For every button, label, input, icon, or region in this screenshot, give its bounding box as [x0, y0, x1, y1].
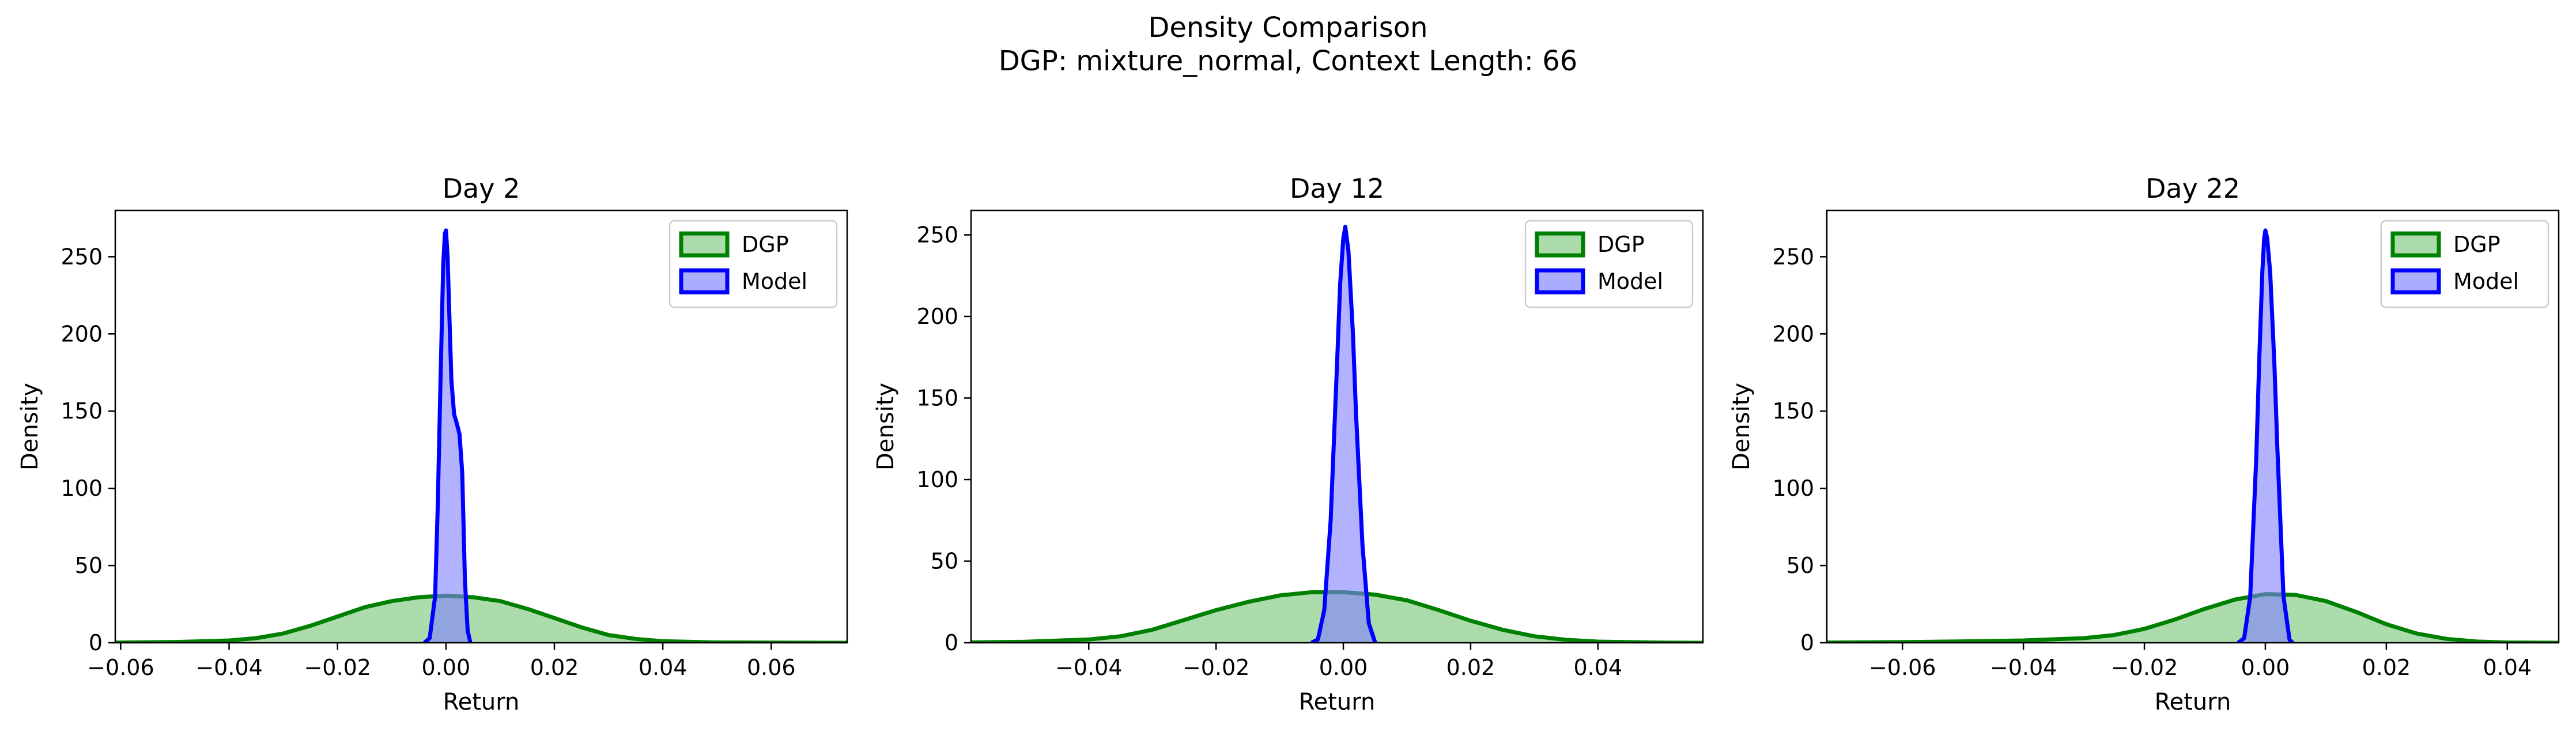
- legend: DGP Model: [668, 220, 838, 308]
- y-tick-label: 250: [916, 222, 958, 247]
- legend: DGP Model: [1524, 220, 1694, 308]
- y-tick-label: 250: [1772, 244, 1814, 269]
- series-model-line: [2237, 228, 2294, 643]
- y-tick-label: 100: [61, 476, 103, 501]
- plot-area: [1827, 228, 2559, 643]
- y-axis-label: Density: [1728, 383, 1755, 470]
- x-tick-label: 0.06: [747, 655, 796, 680]
- legend-swatch-model: [1535, 268, 1585, 295]
- series-model-line: [422, 228, 473, 643]
- x-tick-label: 0.04: [2483, 655, 2532, 680]
- y-tick-label: 0: [89, 630, 103, 655]
- figure-title-line2: DGP: mixture_normal, Context Length: 66: [999, 45, 1578, 77]
- y-tick-label: 50: [1786, 553, 1814, 578]
- series-model-fill: [2238, 230, 2293, 643]
- y-tick-label: 200: [61, 321, 103, 346]
- x-tick-label: −0.02: [2111, 655, 2178, 680]
- subplot-1: −0.06 −0.04 −0.02 0.00 0.02 0.04 0.06 0 50 100 150…: [17, 173, 848, 715]
- y-tick-label: 150: [916, 385, 958, 410]
- subplot-title: Day 22: [2146, 173, 2240, 204]
- x-tick-label: 0.04: [1573, 655, 1622, 680]
- x-axis-label: Return: [443, 689, 520, 715]
- legend-swatch-model: [2390, 268, 2441, 295]
- legend-swatch-dgp: [2390, 231, 2441, 258]
- legend-swatch-dgp: [1535, 231, 1585, 258]
- x-tick-label: 0.04: [639, 655, 688, 680]
- y-tick-label: 0: [945, 630, 958, 655]
- x-tick-label: −0.04: [1990, 655, 2057, 680]
- subplot-2: −0.04 −0.02 0.00 0.02 0.04 0 50 100 150 200 250 Day…: [872, 173, 1704, 715]
- x-tick-label: −0.04: [1055, 655, 1122, 680]
- series-dgp-fill: [1827, 594, 2559, 643]
- y-tick-label: 150: [61, 398, 103, 424]
- plot-area: [115, 228, 847, 643]
- legend-label-model: Model: [1597, 269, 1663, 294]
- series-model-fill: [424, 230, 471, 643]
- x-tick-label: −0.02: [304, 655, 371, 680]
- figure-title-line1: Density Comparison: [1148, 12, 1427, 44]
- y-tick-label: 50: [75, 553, 103, 578]
- x-tick-label: 0.00: [422, 655, 471, 680]
- legend-label-dgp: DGP: [742, 232, 789, 257]
- subplot-title: Day 2: [443, 173, 520, 204]
- y-tick-label: 100: [1772, 476, 1814, 501]
- axes-frame: [114, 209, 848, 644]
- y-tick-label: 200: [1772, 321, 1814, 346]
- y-tick-label: 50: [931, 548, 958, 574]
- series-model-line: [1310, 224, 1377, 643]
- series-model-fill: [1311, 227, 1376, 643]
- legend-swatch-model: [679, 268, 730, 295]
- subplot-3: −0.06 −0.04 −0.02 0.00 0.02 0.04 0 50 100 150 200 2…: [1728, 173, 2560, 715]
- x-tick-label: 0.02: [530, 655, 579, 680]
- x-tick-label: −0.02: [1183, 655, 1249, 680]
- x-axis-label: Return: [2155, 689, 2231, 715]
- axes-frame: [1826, 209, 2560, 644]
- x-tick-label: 0.00: [1319, 655, 1368, 680]
- x-tick-label: 0.02: [2362, 655, 2411, 680]
- axes-frame: [970, 209, 1704, 644]
- x-tick-label: 0.00: [2241, 655, 2290, 680]
- plot-area: [971, 224, 1703, 643]
- y-tick-label: 100: [916, 467, 958, 492]
- x-tick-label: −0.06: [87, 655, 154, 680]
- y-tick-label: 200: [916, 304, 958, 329]
- y-tick-label: 150: [1772, 398, 1814, 424]
- legend: DGP Model: [2380, 220, 2549, 308]
- series-dgp-fill: [115, 595, 847, 643]
- y-axis-label: Density: [17, 383, 43, 470]
- y-tick-label: 250: [61, 244, 103, 269]
- legend-swatch-dgp: [679, 231, 730, 258]
- y-tick-label: 0: [1800, 630, 1814, 655]
- x-tick-label: 0.02: [1446, 655, 1495, 680]
- x-tick-label: −0.06: [1869, 655, 1936, 680]
- legend-label-dgp: DGP: [2453, 232, 2501, 257]
- legend-label-model: Model: [2453, 269, 2519, 294]
- y-axis-label: Density: [872, 383, 899, 470]
- x-tick-label: −0.04: [195, 655, 262, 680]
- legend-label-dgp: DGP: [1597, 232, 1645, 257]
- x-axis-label: Return: [1299, 689, 1376, 715]
- subplot-title: Day 12: [1290, 173, 1384, 204]
- legend-label-model: Model: [742, 269, 807, 294]
